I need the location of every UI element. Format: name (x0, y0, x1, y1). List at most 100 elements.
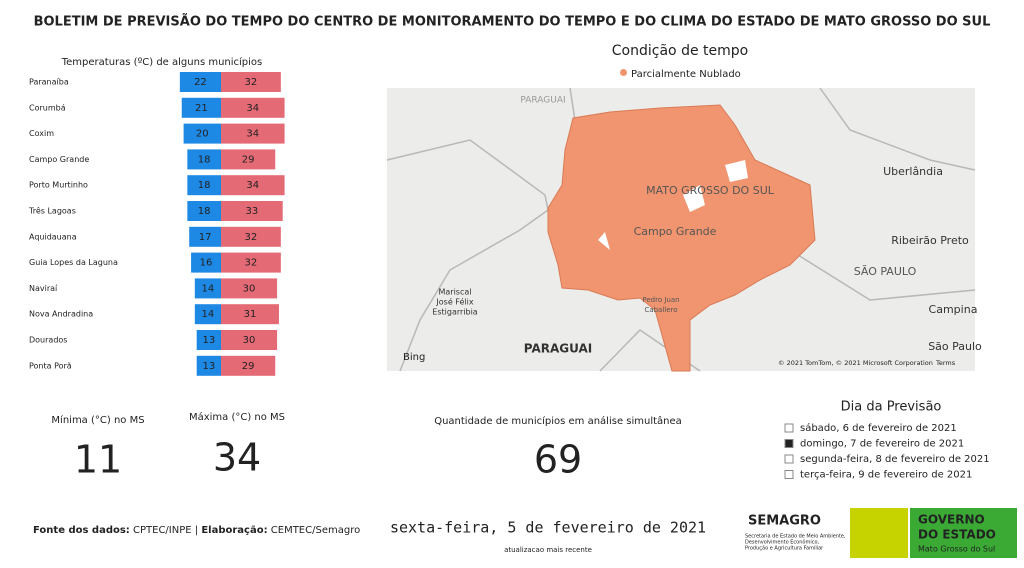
value-label: 30 (243, 335, 256, 346)
map-label: José Félix (435, 297, 473, 307)
category-label: Naviraí (29, 284, 58, 293)
semagro-sub: Produção e Agricultura Familiar (745, 546, 824, 552)
day-option[interactable]: terça-feira, 9 de fevereiro de 2021 (800, 470, 972, 481)
value-label: 29 (242, 154, 255, 165)
checkbox[interactable] (784, 439, 794, 448)
bar-max (221, 72, 281, 92)
map-label: Campina (929, 303, 978, 316)
bar-min (187, 201, 221, 221)
value-label: 13 (202, 361, 215, 372)
gov-emblem (850, 508, 908, 558)
value-label: 31 (244, 309, 257, 320)
checkbox[interactable] (784, 470, 794, 479)
kpi-value: 11 (74, 438, 122, 482)
bar-min (196, 355, 221, 376)
bar-min (196, 330, 221, 350)
value-label: 32 (245, 258, 258, 269)
bar-max (221, 201, 283, 221)
value-label: 32 (245, 77, 258, 88)
value-label: 18 (198, 206, 211, 217)
semagro-sub: Desenvolvimento Econômico, (745, 539, 820, 546)
map-label: Ribeirão Preto (891, 234, 969, 247)
chart-title: Temperaturas (ºC) de alguns municípios (61, 56, 263, 68)
updated: atualizacao mais recente (504, 546, 592, 554)
bar-min (181, 97, 221, 118)
value-label: 29 (242, 361, 255, 372)
map-label: MATO GROSSO DO SUL (646, 184, 775, 197)
map-title: Condição de tempo (612, 43, 748, 59)
bar-max (221, 278, 278, 299)
bar-max (221, 97, 285, 118)
day-option[interactable]: domingo, 7 de fevereiro de 2021 (800, 439, 964, 450)
bar-max (221, 252, 281, 273)
checkbox[interactable] (784, 454, 794, 464)
gov-text: GOVERNO (918, 513, 985, 527)
map-roads (386, 87, 976, 372)
day-option[interactable]: segunda-feira, 8 de fevereiro de 2021 (800, 454, 990, 465)
map-label: Mariscal (438, 288, 471, 297)
bar-min (183, 123, 221, 144)
checkbox[interactable] (784, 423, 794, 433)
footer-source: Fonte dos dados: CPTEC/INPE | Elaboração… (33, 525, 360, 536)
date: sexta-feira, 5 de fevereiro de 2021 (390, 519, 706, 537)
map-label: PARAGUAI (524, 342, 592, 356)
map-label: Campo Grande (634, 225, 717, 238)
slicer-title: Dia da Previsão (841, 400, 942, 415)
map-label: Caballero (644, 306, 677, 314)
map-label: São Paulo (928, 340, 982, 353)
bar-max (221, 330, 278, 350)
gov-text: DO ESTADO (918, 528, 996, 542)
category-label: Guia Lopes da Laguna (29, 258, 118, 267)
bar-max (221, 175, 285, 196)
bar-min (191, 252, 221, 273)
category-label: Corumbá (29, 103, 66, 112)
ms-region (547, 104, 816, 372)
category-label: Três Lagoas (28, 206, 76, 216)
gov-logo (910, 508, 1017, 558)
terms[interactable]: Terms (935, 359, 956, 367)
value-label: 33 (245, 206, 258, 217)
source: CPTEC/INPE | (133, 525, 198, 536)
source-label: Fonte dos dados: (33, 525, 130, 536)
bar-min (187, 149, 221, 170)
category-label: Coxim (29, 129, 54, 138)
author-label: Elaboração: (201, 525, 267, 536)
bar-max (221, 226, 281, 247)
value-label: 14 (202, 283, 215, 294)
value-label: 22 (194, 77, 207, 88)
day-option[interactable]: sábado, 6 de fevereiro de 2021 (800, 422, 957, 434)
bar-min (187, 175, 221, 196)
value-label: 21 (195, 103, 208, 114)
value-label: 18 (198, 154, 211, 165)
category-label: Ponta Porã (29, 361, 72, 370)
copyright: © 2021 TomTom, © 2021 Microsoft Corporat… (778, 359, 933, 367)
category-label: Dourados (29, 336, 67, 345)
value-label: 13 (202, 335, 215, 346)
semagro-sub: Secretaria de Estado de Meio Ambiente, (745, 534, 846, 540)
value-label: 34 (246, 129, 259, 140)
value-label: 32 (245, 232, 258, 243)
category-label: Porto Murtinho (29, 181, 88, 190)
kpi-value: 34 (213, 436, 261, 480)
kpi-label: Quantidade de municípios em análise simu… (434, 415, 682, 427)
value-label: 34 (246, 180, 259, 191)
kpi-value: 69 (534, 438, 582, 482)
value-label: 20 (196, 129, 209, 140)
legend-swatch (620, 69, 627, 76)
map-label: Uberlândia (883, 165, 943, 178)
bar-max (221, 355, 276, 376)
value-label: 30 (243, 283, 256, 294)
bar-max (221, 149, 276, 170)
bing: Bing (403, 352, 425, 363)
legend-label: Parcialmente Nublado (631, 69, 741, 80)
value-label: 17 (199, 232, 212, 243)
value-label: 14 (202, 309, 215, 320)
value-label: 16 (200, 258, 213, 269)
category-label: Nova Andradina (29, 310, 93, 319)
bar-max (221, 123, 285, 144)
value-label: 34 (246, 103, 259, 114)
category-label: Aquidauana (29, 232, 77, 241)
category-label: Campo Grande (29, 155, 89, 164)
map-label: Estigarribia (432, 308, 478, 317)
